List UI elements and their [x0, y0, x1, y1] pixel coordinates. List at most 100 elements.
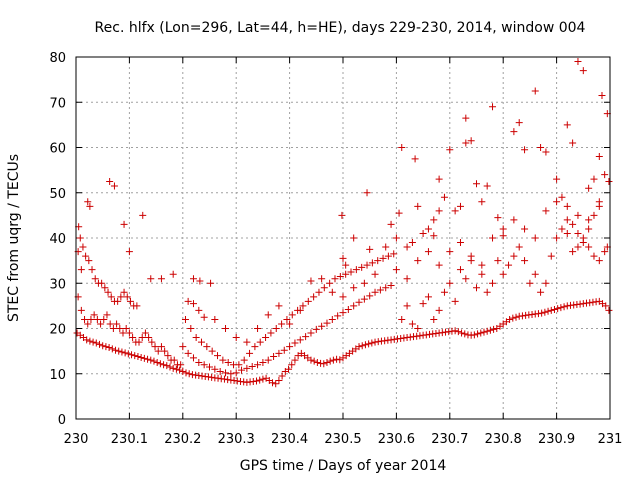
data-point [259, 375, 267, 383]
data-point [494, 214, 502, 222]
data-point [329, 356, 337, 364]
data-point [278, 320, 286, 328]
data-point [342, 270, 350, 278]
data-point [550, 305, 558, 313]
data-point [339, 254, 347, 262]
data-point [288, 311, 296, 319]
data-point [299, 302, 307, 310]
data-point [408, 320, 416, 328]
data-point [462, 275, 470, 283]
data-point [585, 225, 593, 233]
data-point [121, 349, 129, 357]
data-point [99, 342, 107, 350]
data-point [93, 315, 101, 323]
data-point [227, 370, 235, 378]
data-point [430, 315, 438, 323]
data-point [510, 252, 518, 260]
data-point [490, 325, 498, 333]
data-point [189, 275, 197, 283]
data-point [390, 250, 398, 258]
data-point [379, 254, 387, 262]
x-tick-label: 230.6 [378, 432, 415, 447]
data-point [473, 180, 480, 188]
data-point [547, 306, 555, 314]
data-point [361, 341, 369, 349]
data-point [150, 357, 158, 365]
data-point [125, 329, 133, 337]
data-point [216, 367, 224, 375]
data-point [128, 351, 136, 359]
data-point [256, 376, 264, 384]
data-point [203, 343, 211, 351]
data-point [430, 232, 438, 240]
data-point [355, 343, 363, 351]
x-tick-label: 230.8 [485, 432, 522, 447]
data-point [219, 356, 227, 364]
data-point [478, 261, 486, 269]
data-point [197, 338, 205, 346]
data-point [85, 257, 93, 265]
x-axis-label: GPS time / Days of year 2014 [240, 458, 447, 474]
data-point [83, 336, 91, 344]
data-point [81, 315, 89, 323]
data-point [192, 334, 200, 342]
data-point [563, 121, 571, 129]
y-axis-label: STEC from uqrg / TECUs [6, 154, 22, 322]
data-point [560, 303, 568, 311]
data-point [114, 297, 122, 305]
data-point [177, 361, 185, 369]
data-point [595, 257, 603, 265]
y-tick-label: 20 [49, 323, 66, 338]
data-point [272, 380, 280, 388]
data-point [139, 211, 147, 219]
data-point [153, 358, 161, 366]
data-point [315, 288, 323, 296]
data-point [451, 207, 459, 215]
y-tick-label: 30 [49, 277, 66, 292]
data-point [187, 325, 195, 332]
data-point [129, 334, 137, 342]
data-point [269, 379, 277, 387]
data-point [82, 252, 90, 260]
data-point [145, 334, 153, 342]
data-point [184, 349, 192, 357]
data-point [553, 175, 561, 183]
data-point [446, 248, 454, 256]
data-point [189, 354, 197, 362]
data-point [494, 257, 502, 265]
data-point [156, 360, 164, 368]
data-point [477, 329, 485, 337]
data-point [541, 308, 549, 316]
data-point [291, 339, 299, 347]
data-point [355, 298, 363, 306]
data-point [76, 234, 84, 242]
data-point [211, 315, 219, 323]
data-point [414, 202, 422, 210]
data-point [352, 266, 360, 274]
data-point [458, 329, 466, 337]
data-point [267, 329, 275, 337]
data-point [398, 315, 406, 323]
data-point [307, 356, 315, 364]
data-point [251, 343, 259, 351]
data-point [97, 320, 105, 328]
data-point [553, 198, 561, 206]
data-point [122, 325, 130, 332]
data-point [601, 248, 609, 256]
data-point [124, 350, 132, 358]
data-point [461, 330, 469, 338]
data-point [106, 320, 114, 328]
data-point [579, 67, 587, 75]
data-point [88, 266, 96, 274]
data-point [296, 306, 304, 314]
data-point [232, 369, 240, 377]
data-point [98, 279, 106, 287]
data-point [196, 277, 204, 285]
data-point [512, 313, 520, 321]
data-point [605, 306, 613, 314]
data-point [275, 349, 283, 357]
data-point [326, 357, 334, 365]
data-point [169, 364, 177, 372]
data-point [270, 353, 278, 361]
data-point [376, 286, 384, 294]
